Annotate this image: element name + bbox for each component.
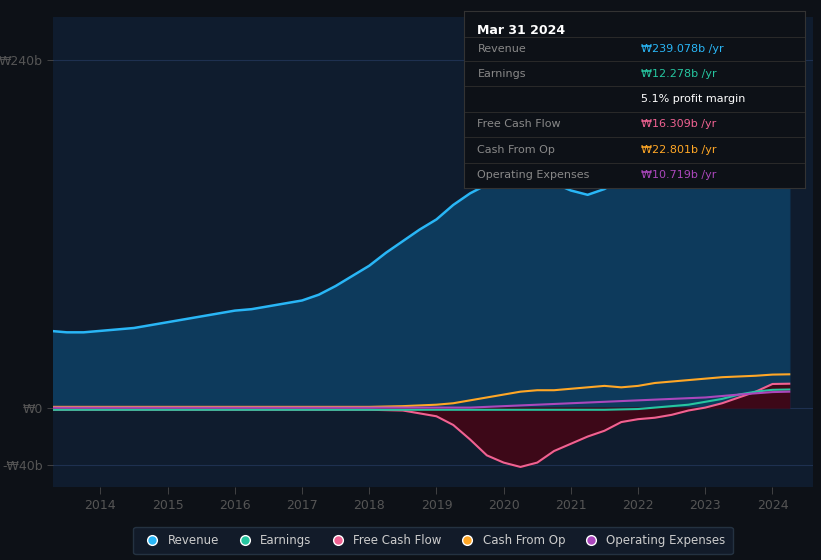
Text: ₩239.078b /yr: ₩239.078b /yr <box>641 44 723 54</box>
Text: Revenue: Revenue <box>478 44 526 54</box>
Text: Cash From Op: Cash From Op <box>478 144 555 155</box>
Text: ₩12.278b /yr: ₩12.278b /yr <box>641 69 717 79</box>
Text: ₩10.719b /yr: ₩10.719b /yr <box>641 170 717 180</box>
Text: Mar 31 2024: Mar 31 2024 <box>478 24 566 36</box>
Text: Operating Expenses: Operating Expenses <box>478 170 589 180</box>
Text: ₩16.309b /yr: ₩16.309b /yr <box>641 119 716 129</box>
Text: 5.1% profit margin: 5.1% profit margin <box>641 94 745 104</box>
Legend: Revenue, Earnings, Free Cash Flow, Cash From Op, Operating Expenses: Revenue, Earnings, Free Cash Flow, Cash … <box>133 527 733 554</box>
Text: Free Cash Flow: Free Cash Flow <box>478 119 561 129</box>
Text: Earnings: Earnings <box>478 69 526 79</box>
Text: ₩22.801b /yr: ₩22.801b /yr <box>641 144 717 155</box>
